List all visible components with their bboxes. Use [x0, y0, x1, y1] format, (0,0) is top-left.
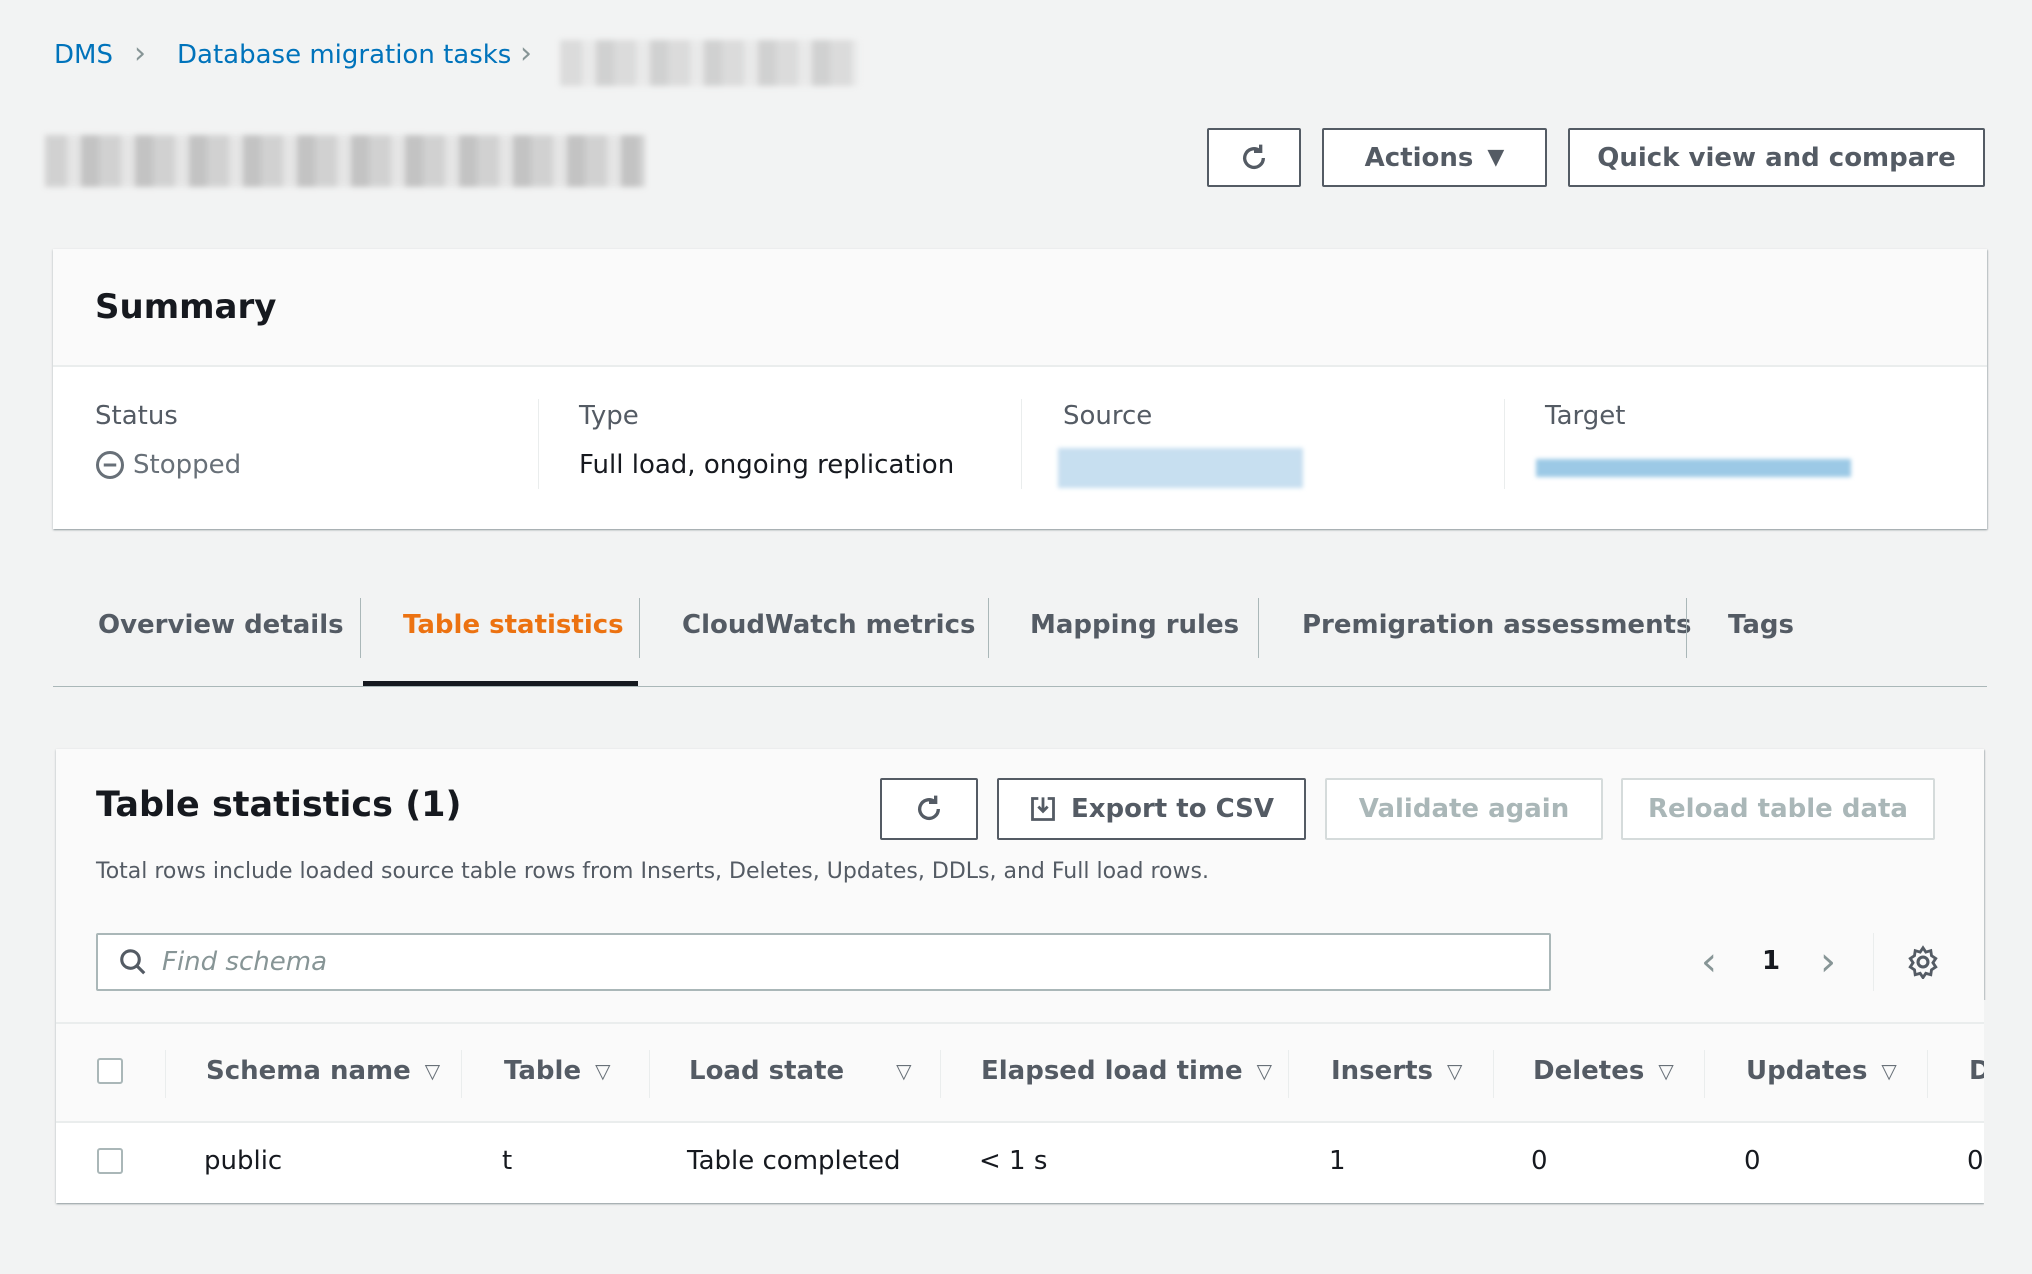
column-label: Elapsed load time [981, 1056, 1243, 1086]
cell-inserts: 1 [1329, 1146, 1346, 1176]
actions-button[interactable]: Actions ▼ [1322, 128, 1547, 187]
download-icon [1031, 797, 1055, 821]
column-header-deletes[interactable]: Deletes ▽ [1533, 1056, 1674, 1086]
search-icon [120, 949, 146, 975]
quick-view-compare-button[interactable]: Quick view and compare [1568, 128, 1985, 187]
column-header-schema-name[interactable]: Schema name ▽ [206, 1056, 440, 1086]
quick-view-label: Quick view and compare [1597, 142, 1956, 173]
active-tab-indicator [363, 681, 638, 686]
table-description: Total rows include loaded source table r… [96, 859, 1209, 884]
column-label: Table [504, 1056, 582, 1086]
summary-title: Summary [95, 287, 277, 327]
column-label: Inserts [1331, 1056, 1434, 1086]
type-label: Type [579, 401, 639, 431]
actions-label: Actions [1364, 142, 1474, 173]
target-label: Target [1545, 401, 1626, 431]
caret-down-icon: ▼ [1487, 145, 1505, 170]
table-statistics-title: Table statistics (1) [96, 785, 462, 825]
breadcrumb-dms[interactable]: DMS [54, 40, 113, 70]
table-refresh-button[interactable] [880, 778, 978, 840]
sort-caret-icon: ▽ [1256, 1059, 1273, 1083]
status-label: Status [95, 401, 178, 431]
tab-overview-details[interactable]: Overview details [98, 610, 344, 640]
page-title-redacted [45, 135, 645, 187]
tabs-divider [53, 686, 1987, 687]
stopped-icon [96, 451, 124, 479]
status-value: Stopped [133, 450, 242, 480]
cell-ddls: 0 [1967, 1146, 1984, 1176]
sort-caret-icon: ▽ [595, 1059, 611, 1083]
column-header-inserts[interactable]: Inserts ▽ [1331, 1056, 1462, 1086]
tab-cloudwatch-metrics[interactable]: CloudWatch metrics [682, 610, 976, 640]
validate-again-button[interactable]: Validate again [1325, 778, 1603, 840]
export-csv-button[interactable]: Export to CSV [997, 778, 1306, 840]
column-header-load-state[interactable]: Load state ▽ [689, 1056, 912, 1086]
validate-label: Validate again [1358, 794, 1570, 824]
cell-updates: 0 [1744, 1146, 1761, 1176]
settings-gear-icon[interactable] [1906, 945, 1940, 979]
source-link-redacted[interactable] [1058, 448, 1303, 488]
tab-mapping-rules[interactable]: Mapping rules [1030, 610, 1240, 640]
find-schema-input[interactable]: Find schema [96, 933, 1551, 991]
column-label: Deletes [1533, 1056, 1645, 1086]
sort-caret-icon: ▽ [1658, 1059, 1674, 1083]
target-link-redacted[interactable] [1536, 459, 1851, 477]
source-label: Source [1063, 401, 1153, 431]
column-header-elapsed-load-time[interactable]: Elapsed load time ▽ [981, 1056, 1272, 1086]
reload-table-data-button[interactable]: Reload table data [1621, 778, 1935, 840]
select-all-checkbox[interactable] [97, 1058, 123, 1084]
cell-elapsed-load-time: < 1 s [979, 1146, 1048, 1176]
sort-caret-icon: ▽ [1881, 1059, 1897, 1083]
find-schema-placeholder: Find schema [162, 947, 328, 977]
refresh-icon [1243, 144, 1266, 169]
breadcrumb-migration-tasks[interactable]: Database migration tasks [177, 40, 512, 70]
reload-label: Reload table data [1648, 794, 1908, 824]
breadcrumb-separator-icon: › [134, 36, 146, 71]
refresh-button[interactable] [1207, 128, 1301, 187]
tab-premigration-assessments[interactable]: Premigration assessments [1302, 610, 1692, 640]
cell-schema-name: public [204, 1146, 283, 1176]
column-label: Updates [1746, 1056, 1868, 1086]
breadcrumb-current-redacted [560, 40, 858, 86]
summary-panel: Summary Status Stopped Type Full load, o… [53, 249, 1987, 529]
cell-load-state: Table completed [687, 1146, 901, 1176]
page-number[interactable]: 1 [1762, 946, 1781, 976]
cell-deletes: 0 [1531, 1146, 1548, 1176]
column-header-updates[interactable]: Updates ▽ [1746, 1056, 1897, 1086]
table-row [56, 1121, 1984, 1203]
refresh-icon [918, 795, 941, 821]
column-label: Load state [689, 1056, 845, 1086]
next-page-icon[interactable]: › [1820, 939, 1836, 985]
status-badge: Stopped [95, 450, 241, 480]
previous-page-icon[interactable]: ‹ [1701, 939, 1717, 985]
row-checkbox[interactable] [97, 1148, 123, 1174]
sort-caret-icon: ▽ [424, 1059, 441, 1083]
sort-caret-icon: ▽ [896, 1059, 912, 1083]
tab-tags[interactable]: Tags [1728, 610, 1795, 640]
breadcrumb-separator-icon: › [520, 36, 532, 71]
type-value: Full load, ongoing replication [579, 450, 955, 480]
table-statistics-panel: Table statistics (1) Export to CSV Valid… [56, 749, 1984, 1203]
export-label: Export to CSV [1070, 794, 1275, 824]
column-header-table[interactable]: Table ▽ [504, 1056, 610, 1086]
tab-table-statistics[interactable]: Table statistics [403, 610, 624, 640]
column-label: Schema name [206, 1056, 411, 1086]
cell-table: t [502, 1146, 513, 1176]
sort-caret-icon: ▽ [1447, 1059, 1463, 1083]
